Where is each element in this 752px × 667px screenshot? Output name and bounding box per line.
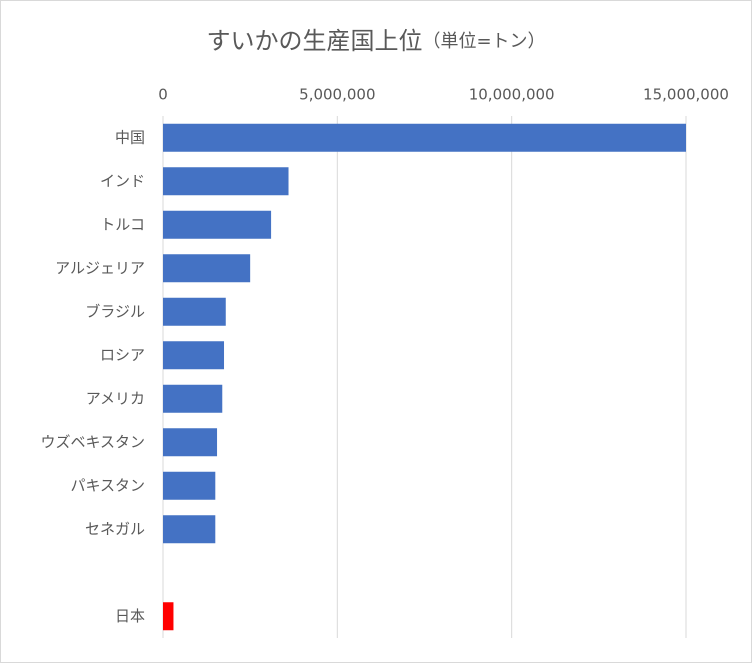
bar (163, 384, 223, 413)
x-tick-label: 15,000,000 (643, 86, 729, 104)
y-tick-label: ロシア (100, 346, 145, 364)
bar (163, 515, 216, 544)
bar (163, 341, 225, 370)
y-tick-label: 中国 (115, 128, 145, 146)
bar (163, 428, 218, 457)
y-tick-label: セネガル (85, 520, 145, 538)
y-tick-label: ブラジル (85, 302, 145, 320)
bar (163, 297, 226, 326)
bar (163, 123, 686, 152)
x-tick-label: 5,000,000 (299, 86, 375, 104)
x-tick-label: 10,000,000 (469, 86, 555, 104)
y-tick-label: パキスタン (70, 476, 145, 494)
bar (163, 254, 251, 283)
bar (163, 602, 174, 631)
bar (163, 210, 272, 239)
y-tick-label: インド (100, 172, 145, 190)
chart-title: すいかの生産国上位（単位=トン） (206, 27, 545, 55)
bar (163, 471, 216, 500)
x-tick-label: 0 (158, 86, 168, 104)
y-tick-label: トルコ (100, 215, 145, 233)
y-tick-label: ウズベキスタン (40, 433, 145, 451)
title-main: すいかの生産国上位 (206, 27, 422, 55)
bar (163, 167, 289, 196)
y-tick-label: 日本 (115, 607, 145, 625)
title-unit: （単位=トン） (422, 31, 545, 52)
y-tick-label: アルジェリア (55, 259, 145, 277)
y-tick-label: アメリカ (86, 389, 145, 407)
